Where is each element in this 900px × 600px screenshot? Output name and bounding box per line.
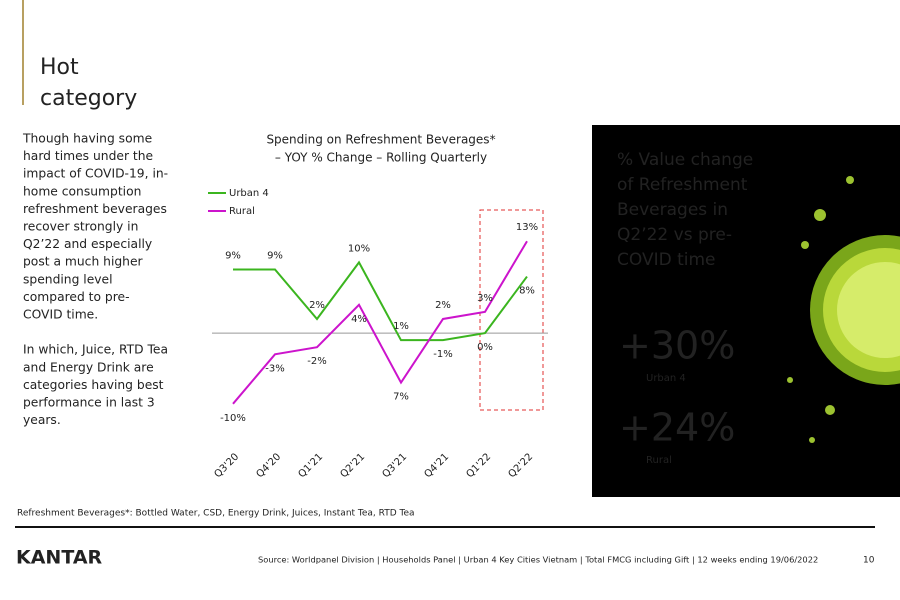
x-tick-label: Q3'20 [212,451,241,480]
data-label: 3% [477,293,493,304]
legend-label: Rural [229,206,255,217]
data-label: 8% [519,286,535,297]
chart-title: – YOY % Change – Rolling Quarterly [275,151,487,165]
body-text: performance in last 3 [23,396,155,410]
legend-label: Urban 4 [229,188,269,199]
x-tick-label: Q4'20 [254,451,283,480]
x-tick-label: Q1'21 [296,451,325,480]
data-label: 9% [225,250,241,261]
data-label: -3% [265,363,284,374]
data-label: -2% [307,356,326,367]
panel-title: Beverages in [617,200,728,220]
title-line: category [40,86,137,111]
data-label: 9% [267,250,283,261]
panel-title: COVID time [617,250,716,270]
data-label: 2% [309,300,325,311]
body-text: COVID time. [23,308,98,322]
body-text: compared to pre- [23,290,130,304]
body-text: home consumption [23,184,141,198]
body-text: and Energy Drink are [23,360,154,374]
body-text: spending level [23,272,113,286]
page-number: 10 [863,556,875,566]
x-tick-label: Q3'21 [380,451,409,480]
stat-value: +30% [619,324,735,368]
panel-title: of Refreshment [617,175,748,195]
data-label: -10% [220,413,246,424]
data-label: 0% [477,342,493,353]
body-text: Q2’22 and especially [23,237,152,251]
body-text: years. [23,413,61,427]
series-line [233,260,528,342]
data-label: -1% [433,349,452,360]
data-label: 10% [348,243,370,254]
x-tick-label: Q1'22 [464,451,493,480]
data-label: 2% [435,300,451,311]
highlight-box [479,209,544,411]
series-line [232,240,528,405]
panel-title: Q2’22 vs pre- [617,225,732,245]
stat-label: Urban 4 [646,373,686,384]
footnote: Refreshment Beverages*: Bottled Water, C… [17,509,415,519]
x-tick-label: Q4'21 [422,451,451,480]
body-text: impact of COVID-19, in- [23,167,168,181]
stat-value: +24% [619,406,735,450]
body-text: refreshment beverages [23,202,167,216]
body-text: post a much higher [23,255,144,269]
body-text: hard times under the [23,149,153,163]
body-text: In which, Juice, RTD Tea [23,343,168,357]
data-label: 1% [393,321,409,332]
stat-label: Rural [646,455,672,466]
title-line: Hot [40,55,79,80]
body-text: Though having some [22,132,152,146]
x-tick-label: Q2'22 [506,451,535,480]
brand: KANTAR [16,547,103,569]
x-tick-label: Q2'21 [338,451,367,480]
lime-art [787,176,900,443]
body-text: categories having best [23,378,164,392]
accent-bar [22,0,24,105]
panel-title: % Value change [617,150,753,170]
data-label: 4% [351,314,367,325]
source: Source: Worldpanel Division | Households… [258,555,818,565]
body-text: recover strongly in [23,220,138,234]
chart-title: Spending on Refreshment Beverages* [266,133,495,147]
data-label: 7% [393,392,409,403]
data-label: 13% [516,222,538,233]
